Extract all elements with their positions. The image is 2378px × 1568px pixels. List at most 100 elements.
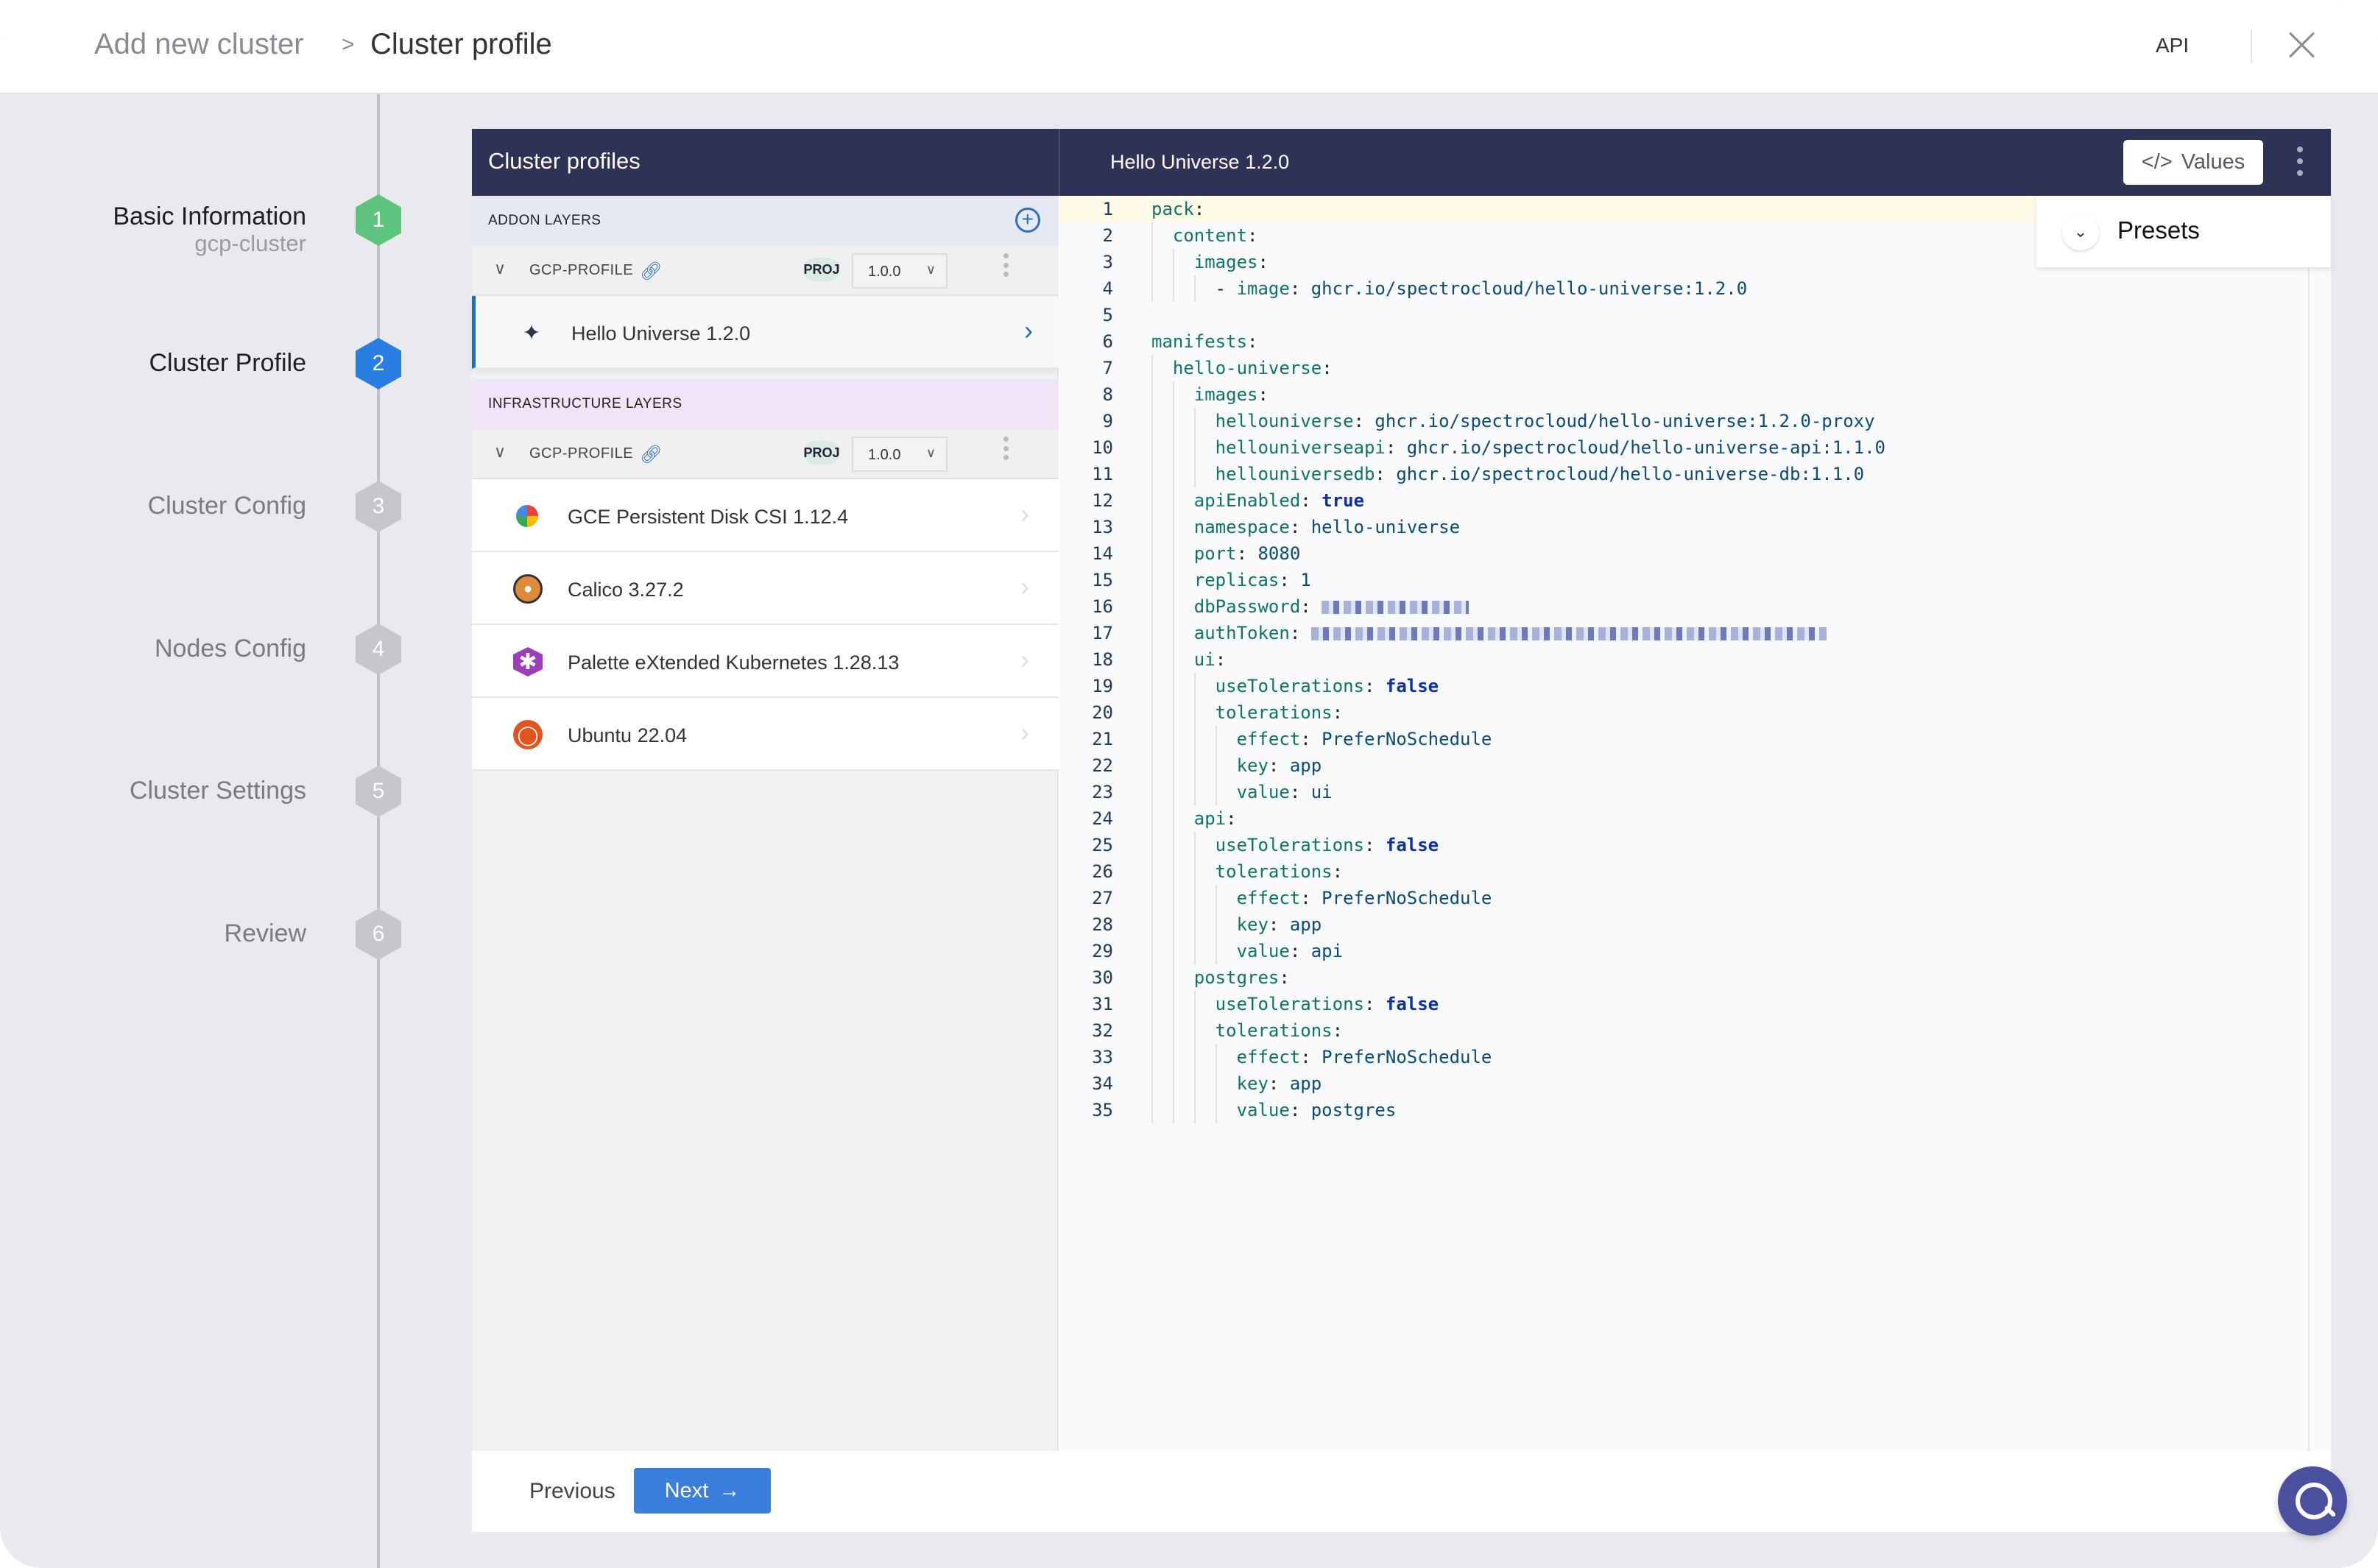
- code-line: 26 tolerations:: [1060, 858, 2331, 885]
- yaml-key: value: [1236, 782, 1290, 802]
- values-button[interactable]: </> Values: [2123, 140, 2263, 185]
- layer-palette-kubernetes[interactable]: ✱ Palette eXtended Kubernetes 1.28.13 ›: [472, 625, 1059, 698]
- link-icon[interactable]: 🔗︎: [640, 261, 663, 281]
- indent-guide: [1172, 275, 1194, 302]
- more-options-icon[interactable]: [2296, 146, 2304, 176]
- yaml-key: useTolerations: [1215, 994, 1364, 1014]
- step-label[interactable]: Nodes Config: [154, 635, 306, 663]
- next-button[interactable]: Next →: [634, 1468, 771, 1514]
- code-line: 19 useTolerations: false: [1060, 673, 2331, 699]
- layer-calico[interactable]: ● Calico 3.27.2 ›: [472, 552, 1059, 625]
- arrow-right-icon: →: [719, 1478, 741, 1502]
- layer-hello-universe[interactable]: ✦ Hello Universe 1.2.0 ›: [472, 296, 1059, 369]
- space: [1300, 782, 1310, 802]
- presets-label: Presets: [2117, 216, 2200, 244]
- addon-layers-title: ADDON LAYERS: [488, 213, 601, 228]
- indent-guide: [1193, 911, 1216, 938]
- yaml-key: postgres: [1193, 967, 1280, 988]
- space: [1386, 464, 1396, 484]
- version-select[interactable]: 1.0.0 ∨: [852, 437, 948, 472]
- indent-guide: [1172, 1017, 1194, 1044]
- step-label[interactable]: Review: [224, 919, 306, 947]
- version-select[interactable]: 1.0.0 ∨: [852, 253, 948, 289]
- code-line: 10 hellouniverseapi: ghcr.io/spectrocloud…: [1060, 434, 2331, 461]
- yaml-key: image: [1236, 278, 1290, 299]
- infrastructure-layers-header: INFRASTRUCTURE LAYERS: [472, 379, 1059, 429]
- line-number: 17: [1092, 623, 1113, 643]
- yaml-dash: -: [1215, 278, 1237, 299]
- indent-guide: [1172, 434, 1194, 461]
- indent-guide: [1172, 249, 1194, 275]
- profile-name: GCP-PROFILE: [529, 445, 634, 462]
- collapse-chevron-icon[interactable]: ∨: [494, 259, 507, 278]
- indent-guide: [1215, 885, 1237, 911]
- space: [1375, 835, 1385, 855]
- link-icon[interactable]: 🔗︎: [640, 445, 663, 465]
- chevron-down-icon[interactable]: ⌄: [2062, 213, 2099, 250]
- profile-menu-icon[interactable]: [1003, 253, 1009, 277]
- indent-guide: [1215, 1044, 1237, 1070]
- step-label[interactable]: Cluster Settings: [130, 777, 306, 805]
- code-line: 11 hellouniversedb: ghcr.io/spectrocloud/…: [1060, 461, 2331, 487]
- profile-menu-icon[interactable]: [1003, 437, 1009, 460]
- indent-guide: [1172, 885, 1194, 911]
- indent-guide: [1193, 752, 1216, 779]
- yaml-key: port: [1193, 543, 1237, 564]
- indent-guide: [1215, 779, 1237, 805]
- step-number-badge: 2: [356, 338, 401, 389]
- yaml-key: replicas: [1193, 570, 1280, 590]
- code-line: 14 port: 8080: [1060, 540, 2331, 567]
- layer-gce-persistent-disk[interactable]: GCE Persistent Disk CSI 1.12.4 ›: [472, 479, 1059, 552]
- yaml-key: api: [1193, 808, 1227, 829]
- breadcrumb-separator: >: [342, 32, 355, 57]
- api-button[interactable]: API: [2156, 34, 2190, 57]
- previous-button[interactable]: Previous: [529, 1479, 615, 1503]
- yaml-value: app: [1289, 755, 1322, 776]
- code-line: 21 effect: PreferNoSchedule: [1060, 726, 2331, 752]
- yaml-key: tolerations: [1215, 1020, 1333, 1041]
- chevron-right-icon: ›: [1020, 717, 1029, 747]
- indent-guide: [1151, 567, 1173, 593]
- line-number: 14: [1092, 543, 1113, 564]
- indent-guide: [1151, 1070, 1173, 1097]
- code-line: 30 postgres:: [1060, 964, 2331, 991]
- indent-guide: [1151, 752, 1173, 779]
- close-icon[interactable]: [2286, 29, 2317, 60]
- space: [1300, 1100, 1310, 1120]
- editor-scrollbar[interactable]: [2308, 196, 2310, 1451]
- indent-guide: [1172, 461, 1194, 487]
- indent-guide: [1172, 726, 1194, 752]
- line-number: 20: [1092, 702, 1113, 723]
- space: [1311, 1047, 1322, 1067]
- line-number: 27: [1092, 888, 1113, 908]
- space: [1247, 543, 1257, 564]
- layer-ubuntu[interactable]: ◯ Ubuntu 22.04 ›: [472, 698, 1059, 771]
- step-label[interactable]: Basic Information: [113, 202, 306, 230]
- indent-guide: [1172, 938, 1194, 964]
- yaml-editor[interactable]: 1 pack: 2 content: 3 images: 4 - image: ghcr.io…: [1060, 196, 2331, 1451]
- add-layer-icon[interactable]: +: [1015, 208, 1040, 233]
- indent-guide: [1151, 858, 1173, 885]
- indent-guide: [1193, 434, 1216, 461]
- yaml-colon: :: [1322, 358, 1333, 378]
- indent-guide: [1172, 699, 1194, 726]
- collapse-chevron-icon[interactable]: ∨: [494, 442, 507, 461]
- presets-panel[interactable]: ⌄ Presets: [2036, 196, 2331, 267]
- indent-guide: [1193, 699, 1216, 726]
- search-help-button[interactable]: [2278, 1466, 2347, 1536]
- space: [1300, 517, 1310, 537]
- yaml-value: PreferNoSchedule: [1322, 729, 1492, 749]
- step-label[interactable]: Cluster Config: [147, 492, 306, 520]
- indent-guide: [1151, 964, 1173, 991]
- line-number: 7: [1102, 358, 1113, 378]
- calico-icon: ●: [513, 574, 543, 604]
- yaml-colon: :: [1257, 252, 1269, 272]
- yaml-value: ghcr.io/spectrocloud/hello-universe-db:1…: [1396, 464, 1865, 484]
- yaml-key: tolerations: [1215, 702, 1333, 723]
- yaml-key: hellouniverse: [1215, 411, 1354, 431]
- indent-guide: [1151, 1097, 1173, 1123]
- yaml-colon: :: [1257, 384, 1269, 405]
- step-label[interactable]: Cluster Profile: [149, 349, 306, 377]
- yaml-key: pack: [1151, 199, 1194, 219]
- breadcrumb-add-new-cluster[interactable]: Add new cluster: [94, 28, 304, 60]
